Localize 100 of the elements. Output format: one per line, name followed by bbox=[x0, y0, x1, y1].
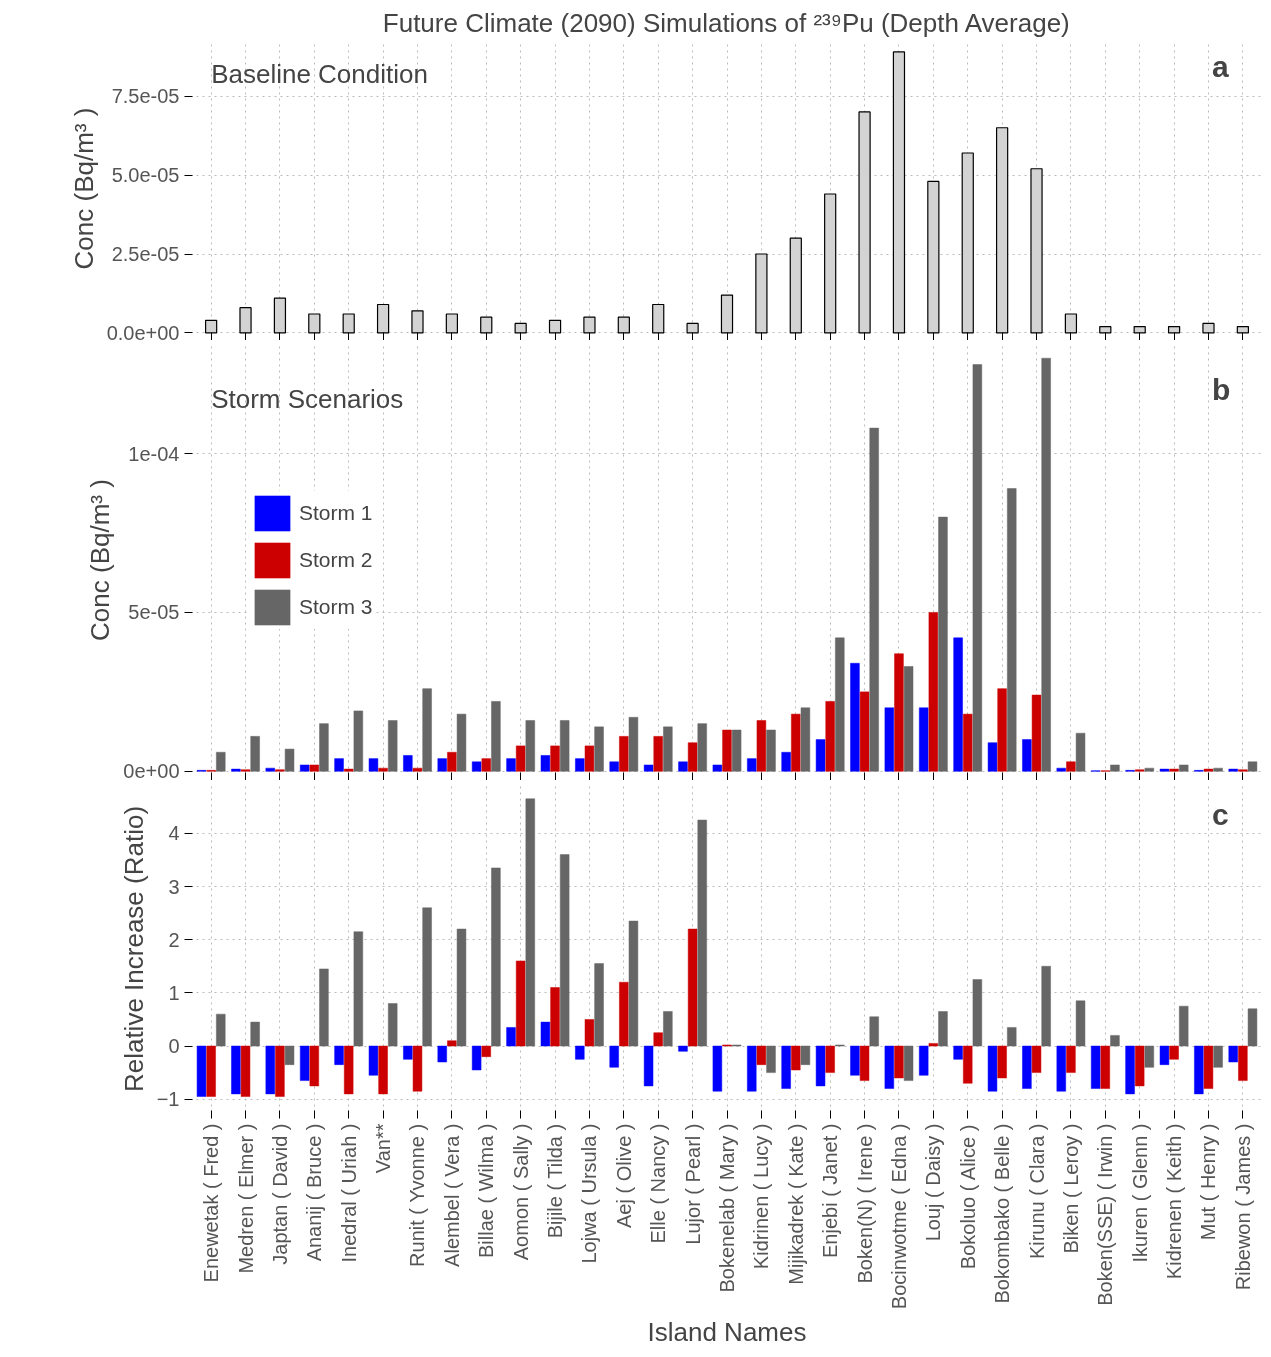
x-tick-label: Kidrenen ( Keith ) bbox=[1163, 1123, 1186, 1280]
bar bbox=[506, 758, 516, 772]
x-tick-label: Medren ( Elmer ) bbox=[234, 1123, 257, 1274]
bar bbox=[456, 713, 467, 772]
bar bbox=[1135, 1045, 1145, 1087]
bar bbox=[791, 713, 801, 772]
bar bbox=[1228, 1045, 1238, 1063]
y-tick-label: 0.0e+00 bbox=[106, 321, 180, 344]
bar bbox=[456, 928, 467, 1047]
bar bbox=[540, 1021, 551, 1047]
bar bbox=[938, 516, 948, 772]
bar bbox=[206, 1045, 216, 1097]
bar bbox=[1194, 1045, 1204, 1095]
bar bbox=[1031, 694, 1042, 772]
y-tick-label: 0e+00 bbox=[123, 760, 180, 783]
bar bbox=[540, 755, 551, 772]
bar bbox=[919, 707, 929, 772]
bar bbox=[643, 764, 654, 772]
bar bbox=[800, 707, 811, 772]
bar bbox=[403, 755, 413, 772]
bar bbox=[309, 764, 319, 772]
bar bbox=[1203, 768, 1214, 772]
bar bbox=[515, 960, 526, 1047]
bar bbox=[506, 1027, 516, 1047]
bar bbox=[1238, 1045, 1248, 1081]
bar bbox=[265, 767, 275, 772]
bar bbox=[850, 1045, 860, 1076]
bar bbox=[722, 729, 732, 772]
legend-label: Storm 3 bbox=[299, 594, 373, 619]
bar bbox=[628, 717, 639, 772]
bar bbox=[1213, 767, 1223, 772]
annotation: Baseline Condition bbox=[211, 59, 428, 90]
bar bbox=[972, 364, 983, 772]
y-axis-title: Relative Increase (Ratio) bbox=[118, 805, 149, 1093]
bar bbox=[353, 931, 364, 1047]
bar bbox=[353, 710, 364, 772]
bar bbox=[972, 979, 983, 1047]
bar bbox=[687, 742, 698, 772]
bar bbox=[1007, 1027, 1017, 1047]
bar bbox=[1056, 767, 1066, 772]
bar bbox=[1144, 767, 1154, 772]
bar bbox=[471, 1045, 482, 1071]
bar bbox=[815, 1045, 826, 1087]
y-tick-label: 3 bbox=[168, 875, 180, 898]
bar bbox=[1169, 768, 1179, 772]
bar bbox=[1075, 732, 1086, 772]
bar bbox=[687, 928, 698, 1047]
bar bbox=[1213, 1045, 1223, 1068]
bar bbox=[731, 729, 742, 772]
bar bbox=[712, 764, 723, 772]
x-tick-label: Enjebi ( Janet ) bbox=[819, 1123, 842, 1259]
bar bbox=[447, 1040, 457, 1047]
x-tick-label: Mijikadrek ( Kate ) bbox=[784, 1123, 807, 1285]
bar bbox=[997, 1045, 1007, 1079]
bar bbox=[766, 1045, 776, 1073]
legend-label: Storm 2 bbox=[299, 547, 373, 572]
bar bbox=[653, 1032, 663, 1047]
bar bbox=[231, 1045, 241, 1095]
bar bbox=[550, 745, 560, 772]
y-tick-label: 2.5e-05 bbox=[111, 243, 180, 265]
bar bbox=[284, 748, 295, 772]
bar bbox=[869, 1016, 879, 1047]
bar bbox=[781, 752, 791, 772]
x-tick-label: Aej ( Olive ) bbox=[612, 1123, 635, 1228]
x-tick-label: Ananij ( Bruce ) bbox=[303, 1123, 326, 1262]
y-tick-label: 1e-04 bbox=[128, 442, 180, 465]
bar bbox=[1203, 1045, 1214, 1089]
bar bbox=[250, 1021, 260, 1047]
bar bbox=[1247, 761, 1258, 772]
bar bbox=[747, 758, 757, 772]
bar bbox=[697, 819, 707, 1047]
bar bbox=[1125, 1045, 1135, 1095]
bar bbox=[869, 427, 879, 772]
y-tick-label: 4 bbox=[168, 822, 180, 845]
bar bbox=[1179, 764, 1189, 772]
bar bbox=[953, 1045, 963, 1060]
bar bbox=[712, 1045, 723, 1092]
x-tick-label: Elle ( Nancy ) bbox=[647, 1123, 670, 1244]
x-tick-label: Kidrinen ( Lucy ) bbox=[750, 1123, 773, 1270]
y-tick-label: 1 bbox=[168, 981, 180, 1004]
bar bbox=[481, 1045, 491, 1057]
annotation: a bbox=[1211, 50, 1229, 84]
x-tick-label: Runit ( Yvonne ) bbox=[406, 1123, 429, 1267]
bar bbox=[1159, 768, 1170, 772]
x-tick-label: Lujor ( Pearl ) bbox=[681, 1123, 704, 1245]
bar bbox=[196, 1045, 207, 1097]
bar bbox=[894, 653, 904, 772]
y-tick-label: 2 bbox=[168, 928, 180, 951]
bar bbox=[1144, 1045, 1154, 1068]
bar bbox=[850, 663, 860, 772]
bar bbox=[584, 745, 595, 772]
bar bbox=[559, 854, 570, 1047]
x-tick-label: Inedral ( Uriah ) bbox=[337, 1123, 360, 1263]
bar bbox=[987, 742, 998, 772]
x-tick-label: Japtan ( David ) bbox=[268, 1123, 291, 1265]
bar bbox=[859, 1045, 870, 1081]
bar bbox=[919, 1045, 929, 1076]
bar bbox=[1022, 739, 1032, 772]
bar bbox=[1179, 1005, 1189, 1047]
bar bbox=[368, 1045, 379, 1076]
